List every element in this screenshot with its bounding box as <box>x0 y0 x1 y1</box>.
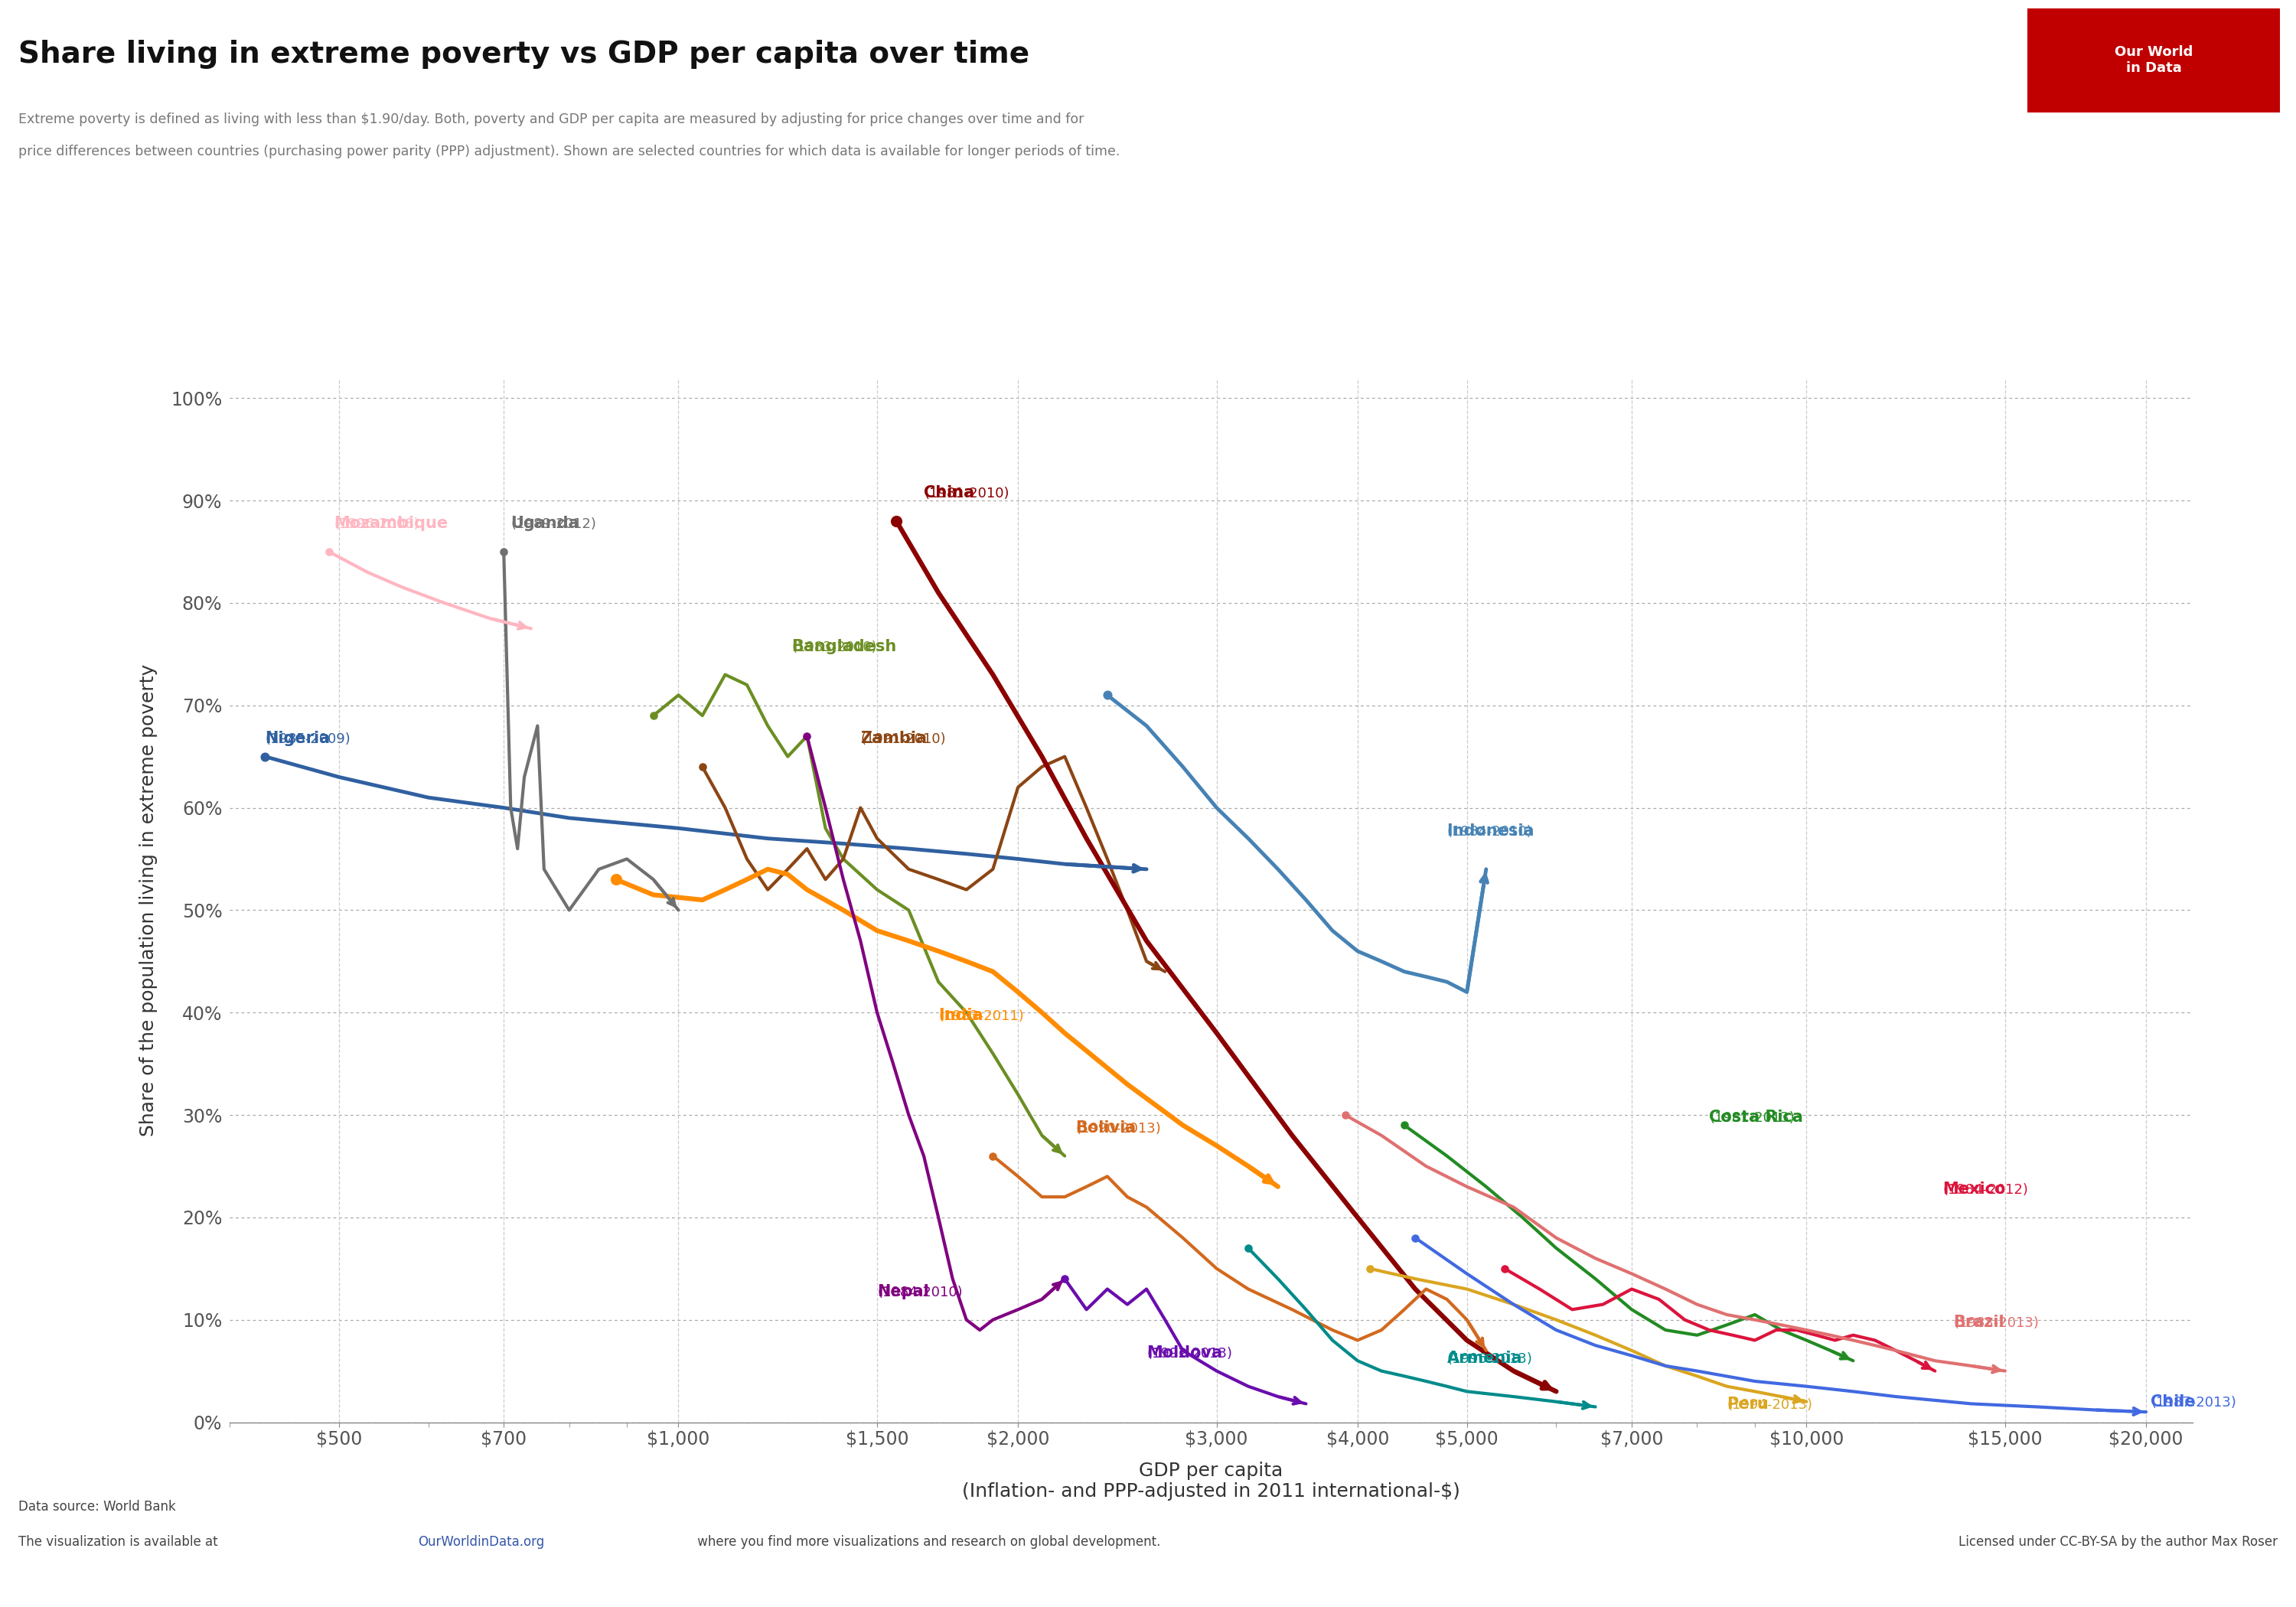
Text: Licensed under CC-BY-SA by the author Max Roser: Licensed under CC-BY-SA by the author Ma… <box>1958 1535 2278 1549</box>
Text: Peru: Peru <box>1727 1396 1768 1413</box>
Text: Our World
in Data: Our World in Data <box>2115 45 2193 76</box>
Text: China: China <box>923 485 974 500</box>
Text: where you find more visualizations and research on global development.: where you find more visualizations and r… <box>693 1535 1159 1549</box>
Text: (1981-2013): (1981-2013) <box>1708 1096 1795 1125</box>
Text: India: India <box>939 1008 983 1022</box>
Text: Mozambique: Mozambique <box>333 516 448 532</box>
Text: (1992-2013): (1992-2013) <box>1146 1331 1233 1361</box>
Text: OurWorldinData.org: OurWorldinData.org <box>418 1535 544 1549</box>
Text: (1984-2012): (1984-2012) <box>1942 1167 2027 1197</box>
Text: (1996-2008): (1996-2008) <box>333 501 420 532</box>
Text: Data source: World Bank: Data source: World Bank <box>18 1499 177 1514</box>
Text: (1983-2011): (1983-2011) <box>939 993 1024 1022</box>
Text: Extreme poverty is defined as living with less than $1.90/day. Both, poverty and: Extreme poverty is defined as living wit… <box>18 112 1084 127</box>
Text: (1984-2010): (1984-2010) <box>1446 808 1531 839</box>
Text: Share living in extreme poverty vs GDP per capita over time: Share living in extreme poverty vs GDP p… <box>18 40 1029 69</box>
Text: Costa Rica: Costa Rica <box>1708 1110 1802 1125</box>
Text: Uganda: Uganda <box>510 516 579 532</box>
Text: price differences between countries (purchasing power parity (PPP) adjustment). : price differences between countries (pur… <box>18 145 1120 159</box>
Text: Chile: Chile <box>2151 1395 2195 1409</box>
Text: (1983-2013): (1983-2013) <box>1954 1300 2039 1331</box>
Text: (1984-2010): (1984-2010) <box>877 1270 962 1300</box>
Text: The visualization is available at: The visualization is available at <box>18 1535 223 1549</box>
Text: (1985-2009): (1985-2009) <box>264 717 351 746</box>
Text: Moldova: Moldova <box>1146 1345 1221 1361</box>
X-axis label: GDP per capita
(Inflation- and PPP-adjusted in 2011 international-$): GDP per capita (Inflation- and PPP-adjus… <box>962 1461 1460 1501</box>
Text: (1983-2010): (1983-2010) <box>792 625 877 654</box>
Y-axis label: Share of the population living in extreme poverty: Share of the population living in extrem… <box>140 664 158 1136</box>
Text: Armenia: Armenia <box>1446 1350 1522 1366</box>
Text: Zambia: Zambia <box>861 731 928 746</box>
Text: Nigeria: Nigeria <box>264 731 331 746</box>
Text: (1996-2013): (1996-2013) <box>1446 1335 1531 1366</box>
Text: (1991-2010): (1991-2010) <box>861 717 946 746</box>
Text: (1990-2013): (1990-2013) <box>1077 1106 1162 1136</box>
Text: Brazil: Brazil <box>1954 1315 2004 1331</box>
Text: Bangladesh: Bangladesh <box>792 640 898 654</box>
Text: Bolivia: Bolivia <box>1077 1120 1137 1136</box>
Text: Indonesia: Indonesia <box>1446 823 1534 839</box>
Text: (1994-2013): (1994-2013) <box>1727 1382 1812 1413</box>
Text: Nepal: Nepal <box>877 1284 930 1300</box>
Text: (1981-2010): (1981-2010) <box>923 471 1010 500</box>
Text: (1987-2013): (1987-2013) <box>2151 1380 2236 1409</box>
Text: (1989-2012): (1989-2012) <box>510 501 597 532</box>
Text: Mexico: Mexico <box>1942 1181 2004 1197</box>
